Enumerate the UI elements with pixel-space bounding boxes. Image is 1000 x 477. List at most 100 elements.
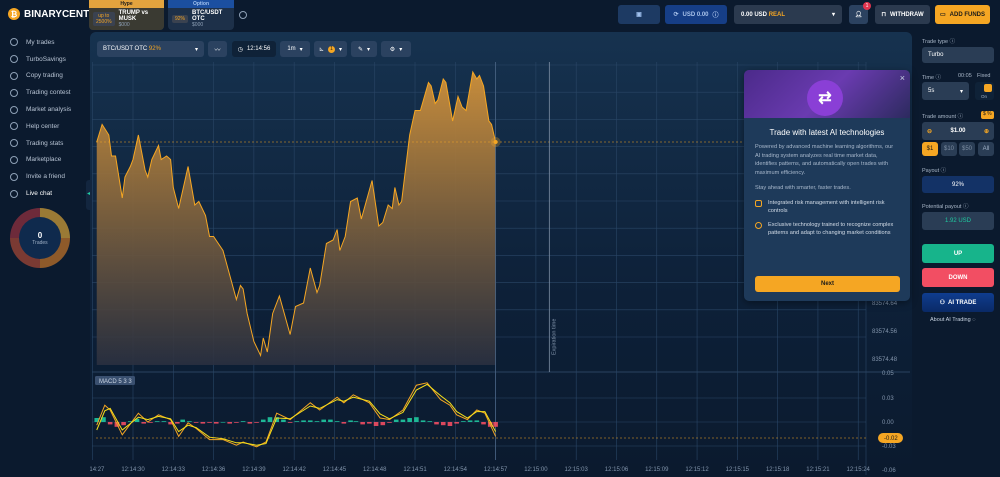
- chat-icon: [10, 189, 18, 198]
- decrease-icon[interactable]: ⊖: [927, 128, 933, 135]
- trade-amount-label-text: Trade amount: [922, 114, 957, 120]
- chevron-down-icon: ▾: [831, 12, 835, 18]
- add-tab-icon[interactable]: [239, 11, 247, 19]
- sidebar-item-marketplace[interactable]: Marketplace: [10, 152, 88, 169]
- sidebar-item-turbosavings[interactable]: TurboSavings: [10, 51, 88, 68]
- x-tick-label: 12:14:45: [323, 467, 347, 473]
- server-time: ◷ 12:14:56: [232, 41, 276, 57]
- about-ai-text: About AI Trading: [930, 317, 971, 323]
- price-chart[interactable]: Expiration time MACD 5 3 3 12:14:2712:14…: [81, 32, 912, 475]
- down-button[interactable]: DOWN: [922, 268, 994, 287]
- x-tick-label: 12:14:36: [202, 467, 226, 473]
- preset-all[interactable]: All: [978, 142, 994, 156]
- indicator-icon: ⊾: [318, 46, 324, 53]
- preset-50[interactable]: $50: [959, 142, 975, 156]
- ai-trade-label: AI TRADE: [948, 299, 977, 306]
- fixed-state: On: [981, 94, 988, 99]
- next-button[interactable]: Next: [755, 276, 900, 292]
- chart-settings-button[interactable]: ⚙ ▾: [381, 41, 411, 57]
- macd-histogram-bar: [474, 420, 480, 422]
- payout-label: Payout ⓘ: [922, 168, 947, 174]
- tab-header: Option: [168, 0, 234, 8]
- macd-histogram-bar: [434, 422, 439, 425]
- increase-icon[interactable]: ⊕: [983, 128, 989, 135]
- x-tick-label: 12:15:12: [685, 467, 709, 473]
- sidebar-item-invite-friend[interactable]: Invite a friend: [10, 168, 88, 185]
- sidebar-item-help-center[interactable]: Help center: [10, 118, 88, 135]
- about-ai-link[interactable]: About AI Trading ◌: [930, 317, 976, 323]
- x-tick-label: 12:14:54: [444, 467, 468, 473]
- macd-histogram-bar: [94, 418, 100, 422]
- ai-illustration: ⇄: [744, 70, 910, 118]
- preset-1[interactable]: $1: [922, 142, 938, 156]
- withdraw-button[interactable]: ⊓ WITHDRAW: [875, 5, 930, 24]
- timeframe-selector[interactable]: 1m ▾: [280, 41, 310, 57]
- macd-histogram-bar: [141, 422, 147, 424]
- sidebar-item-live-chat[interactable]: Live chat: [10, 185, 88, 202]
- mystery-box-button[interactable]: ▣: [618, 5, 660, 24]
- notification-badge: 1: [863, 2, 871, 10]
- sidebar-item-trading-contest[interactable]: Trading contest: [10, 84, 88, 101]
- sidebar-item-label: Market analysis: [26, 106, 72, 114]
- close-icon[interactable]: ×: [899, 73, 905, 83]
- sidebar-item-market-analysis[interactable]: Market analysis: [10, 101, 88, 118]
- clock-icon: ◷: [237, 46, 243, 53]
- asset-tab-hype[interactable]: Hype up to 2500% TRUMP vs MUSK $000: [89, 0, 164, 30]
- profile-button[interactable]: 👤︎: [849, 5, 868, 24]
- sidebar-item-trading-stats[interactable]: Trading stats: [10, 135, 88, 152]
- x-tick-label: 12:14:33: [162, 467, 186, 473]
- trade-type-label-text: Trade type: [922, 39, 949, 45]
- price-area: [96, 71, 496, 365]
- macd-histogram-bar: [148, 422, 153, 423]
- macd-histogram-bar: [175, 422, 180, 424]
- wallet-icon: ▭: [939, 12, 946, 18]
- demo-balance[interactable]: ⟳ USD 0.00 ⓘ: [665, 5, 727, 24]
- add-funds-button[interactable]: ▭ ADD FUNDS: [935, 5, 990, 24]
- macd-histogram-bar: [353, 421, 359, 422]
- sidebar-item-copy-trading[interactable]: Copy trading: [10, 68, 88, 85]
- drawing-tools-button[interactable]: ✎ ▾: [351, 41, 377, 57]
- fixed-toggle[interactable]: On: [975, 82, 994, 100]
- expiration-label: Expiration time: [551, 319, 557, 355]
- indicator-count-badge: 1: [328, 45, 335, 53]
- trades-label: Trades: [32, 239, 48, 246]
- settings-icon: ⚙: [389, 46, 396, 53]
- macd-histogram-bar: [180, 419, 185, 422]
- x-tick-label: 12:15:21: [806, 467, 830, 473]
- preset-10[interactable]: $10: [941, 142, 957, 156]
- macd-histogram-bar: [427, 421, 433, 422]
- payout-value: 92%: [922, 176, 994, 193]
- coin-icon: ₿: [8, 8, 20, 20]
- shield-icon: [755, 199, 762, 207]
- chart-axes: 12:14:27 12:14:30 12:14:33 12:14:36 12:14:39…: [81, 301, 903, 474]
- trade-amount-input[interactable]: ⊖ $1.00 ⊕: [922, 122, 994, 140]
- trades-count: 0: [37, 230, 43, 240]
- macd-histogram-bar: [220, 422, 226, 423]
- brand-name: BINARYCENT: [24, 8, 90, 20]
- time-value: 5s: [928, 88, 935, 94]
- macd-histogram-bar: [227, 422, 232, 424]
- trades-icon: [10, 38, 18, 47]
- withdraw-icon: ⊓: [881, 12, 886, 18]
- trade-type-select[interactable]: Turbo: [922, 47, 994, 63]
- tab-sub: $000: [118, 22, 130, 28]
- asset-tab-option[interactable]: Option 92% BTC/USDT OTC $000: [168, 0, 234, 30]
- asset-selector[interactable]: BTC/USDT OTC 92% ▾: [97, 41, 204, 57]
- ai-trading-popup: ⇄ × Trade with latest AI technologies Po…: [744, 70, 910, 301]
- macd-histogram-bar: [107, 422, 113, 425]
- currency-toggle[interactable]: $ %: [981, 111, 994, 119]
- asset-payout: 92%: [148, 46, 161, 52]
- up-button[interactable]: UP: [922, 244, 994, 263]
- sidebar-collapse-handle[interactable]: ◂: [86, 180, 92, 210]
- sidebar-item-my-trades[interactable]: My trades: [10, 34, 88, 51]
- macd-histogram-bar: [341, 422, 347, 424]
- ai-trade-button[interactable]: ⚇ AI TRADE: [922, 293, 994, 312]
- brand-logo[interactable]: ₿ BINARYCENT: [8, 8, 89, 20]
- chart-type-button[interactable]: 〰: [208, 41, 227, 57]
- withdraw-label: WITHDRAW: [890, 11, 924, 18]
- time-select[interactable]: 5s ▾: [922, 82, 969, 100]
- account-selector[interactable]: 0.00 USD REAL ▾: [734, 5, 842, 24]
- indicators-button[interactable]: ⊾ 1 ▾: [314, 41, 347, 57]
- x-tick-label: 12:15:06: [605, 467, 629, 473]
- feature-text: Integrated risk management with intellig…: [768, 199, 885, 214]
